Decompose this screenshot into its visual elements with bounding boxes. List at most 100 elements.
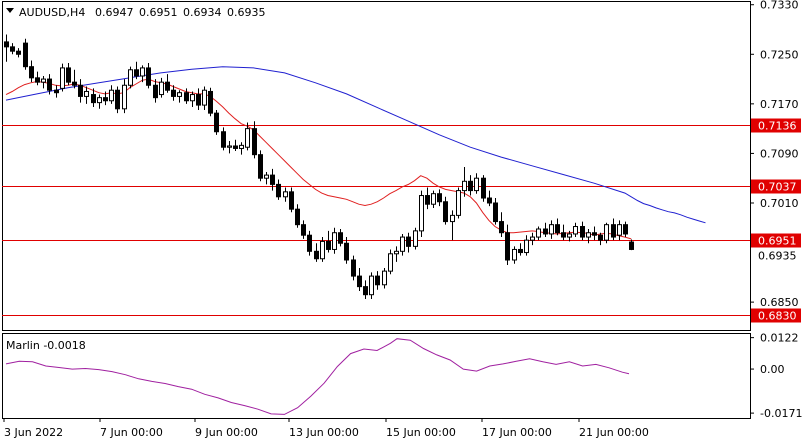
candle-body (140, 67, 145, 77)
candle-body (307, 234, 312, 252)
main-plot-border (2, 1, 751, 331)
candle-body (623, 224, 628, 235)
symbol-header: AUDUSD,H4 0.6947 0.6951 0.6934 0.6935 (6, 6, 266, 19)
candle-body (505, 232, 510, 261)
candle-body (202, 89, 207, 106)
candle-body (617, 224, 622, 236)
candle-body (72, 81, 77, 86)
slow-moving-average (5, 66, 706, 224)
level-price-label: 0.7037 (758, 181, 797, 194)
level-price-tag (751, 179, 801, 194)
candle-body (561, 232, 566, 238)
candle-body (128, 69, 133, 86)
level-price-label: 0.6830 (758, 310, 797, 323)
horizontal-levels[interactable]: 0.7136 0.7037 0.6951 0.6830 (2, 118, 801, 323)
candle-body (357, 275, 362, 288)
time-tick-label: 13 Jun 00:00 (289, 426, 359, 439)
candle-body (23, 42, 28, 68)
candlesticks (4, 34, 634, 300)
time-tick-label: 15 Jun 00:00 (386, 426, 456, 439)
price-tick-label: 0.7090 (760, 147, 799, 160)
candle-body (41, 78, 46, 83)
candle-body (214, 112, 219, 133)
candle-body (474, 177, 479, 192)
price-tick-label: 0.7170 (760, 98, 799, 111)
candle-body (320, 240, 325, 260)
time-tick-label: 21 Jun 00:00 (579, 426, 649, 439)
candle-body (611, 224, 616, 238)
indicator-tick-label: 0.0122 (760, 332, 799, 345)
candle-body (586, 232, 591, 238)
candle-body (431, 193, 436, 205)
candle-body (177, 92, 182, 97)
indicator-plot-border (2, 333, 751, 419)
candle-body (555, 224, 560, 234)
chevron-down-icon[interactable] (6, 8, 14, 13)
candle-body (47, 78, 52, 91)
candle-body (16, 50, 21, 55)
candle-body (388, 253, 393, 272)
candle-body (629, 241, 634, 250)
candle-body (382, 270, 387, 286)
candle-body (462, 180, 467, 192)
candle-body (400, 236, 405, 252)
candle-body (443, 201, 448, 223)
candle-body (165, 81, 170, 91)
price-tick-label: 0.7330 (760, 0, 799, 12)
candle-body (91, 94, 96, 104)
candle-body (332, 232, 337, 250)
candle-body (406, 236, 411, 247)
candle-body (78, 84, 83, 97)
candle-body (425, 195, 430, 205)
candle-body (363, 286, 368, 296)
marlin-indicator: 0.0122 0.00 -0.0171 (5, 332, 802, 420)
candle-body (146, 67, 151, 86)
open-value: 0.6947 (95, 6, 134, 19)
candle-body (54, 89, 59, 94)
time-tick-label: 9 Jun 00:00 (195, 426, 258, 439)
candle-body (252, 128, 257, 156)
level-price-tag (751, 308, 801, 323)
candle-body (314, 250, 319, 260)
candle-body (419, 195, 424, 232)
candle-body (159, 81, 164, 96)
candle-body (499, 221, 504, 234)
candle-body (524, 239, 529, 254)
candle-body (35, 77, 40, 83)
candle-body (283, 191, 288, 198)
level-price-label: 0.7136 (758, 120, 797, 133)
candle-body (598, 234, 603, 241)
candle-body (264, 174, 269, 179)
candle-body (270, 174, 275, 185)
candle-body (4, 41, 9, 48)
candle-body (97, 97, 102, 104)
candle-body (109, 89, 114, 102)
candle-body (60, 67, 65, 89)
candle-body (196, 94, 201, 106)
candle-body (344, 242, 349, 261)
candle-body (481, 177, 486, 199)
candle-body (456, 190, 461, 216)
current-price-tag (751, 248, 801, 263)
candle-body (208, 90, 213, 114)
candle-body (549, 224, 554, 235)
candle-body (413, 230, 418, 247)
candle-body (227, 145, 232, 148)
candle-body (580, 226, 585, 238)
candle-body (66, 67, 71, 83)
candle-body (258, 154, 263, 179)
candle-body (326, 240, 331, 250)
candle-body (103, 97, 108, 102)
candle-body (122, 84, 127, 110)
candle-body (171, 89, 176, 97)
candle-body (184, 92, 189, 102)
time-tick-label: 17 Jun 00:00 (482, 426, 552, 439)
price-tick-label: 0.6850 (760, 296, 799, 309)
time-tick-label: 7 Jun 00:00 (100, 426, 163, 439)
low-value: 0.6934 (183, 6, 222, 19)
indicator-label: Marlin -0.0018 (6, 339, 86, 352)
candle-body (245, 128, 250, 148)
level-price-label: 0.6951 (758, 235, 797, 248)
candle-body (437, 193, 442, 203)
